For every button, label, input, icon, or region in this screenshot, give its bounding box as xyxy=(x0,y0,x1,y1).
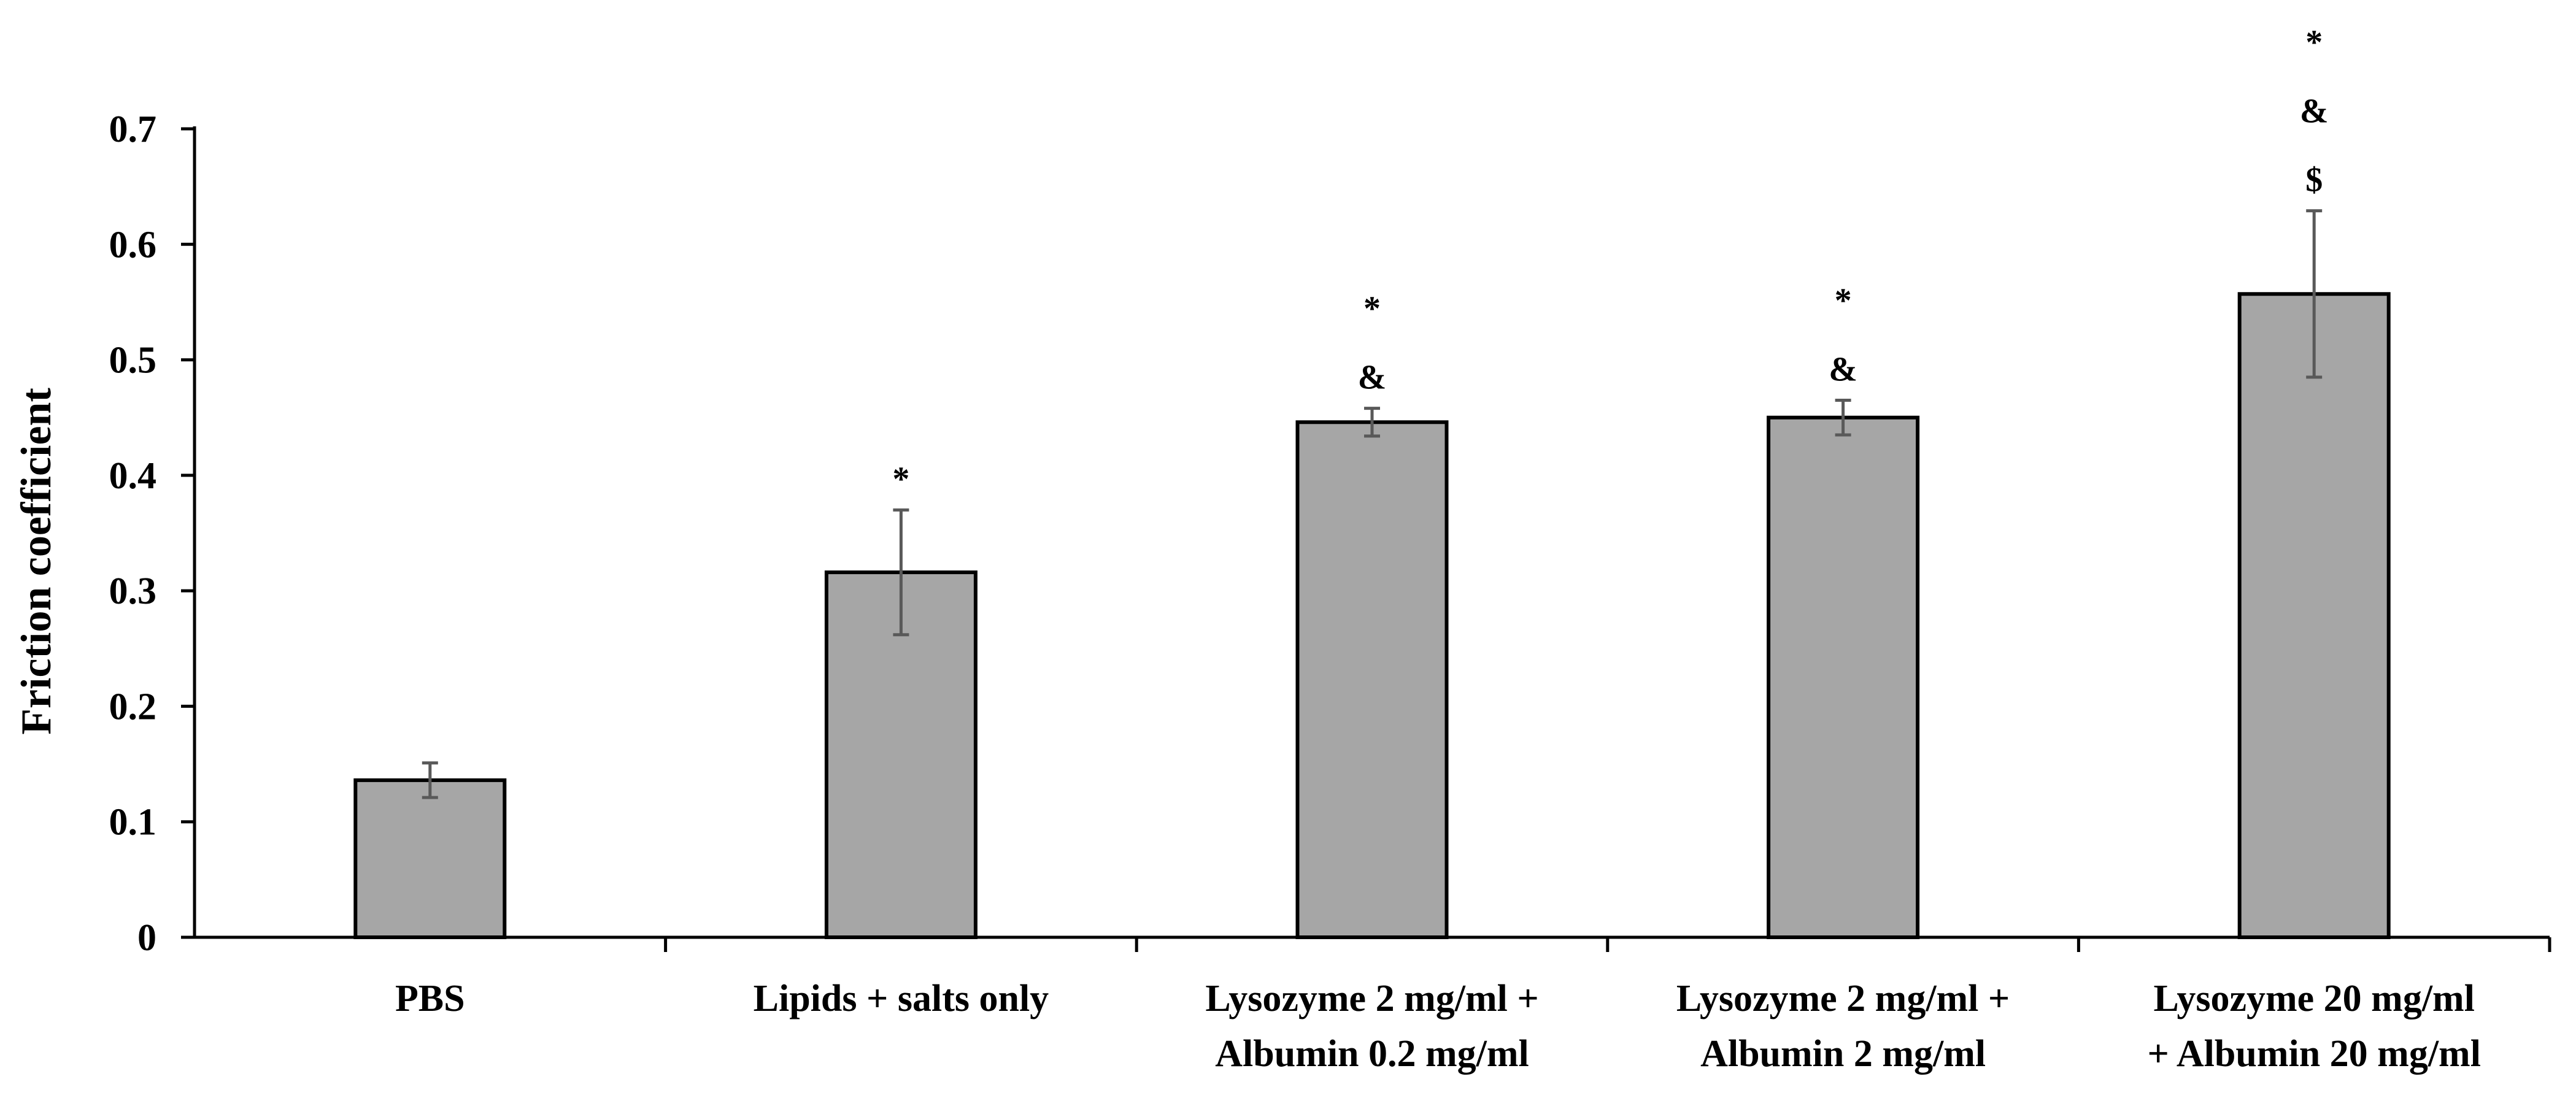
x-axis xyxy=(193,935,2551,952)
category-label: + Albumin 20 mg/ml xyxy=(2147,1033,2480,1075)
y-tick-label: 0.3 xyxy=(109,570,157,612)
y-tick-label: 0.6 xyxy=(109,224,157,266)
y-axis: 0 0.1 0.2 0.3 0.4 0.5 0.6 0.7 xyxy=(109,109,196,959)
bar xyxy=(2237,292,2391,940)
category-label: Albumin 2 mg/ml xyxy=(1700,1033,1986,1075)
category-labels: PBS Lipids + salts only Lysozyme 2 mg/ml +… xyxy=(395,978,2481,1075)
significance-marker: & xyxy=(1358,359,1387,397)
significance-marker: $ xyxy=(2305,161,2323,199)
bar xyxy=(353,778,507,939)
y-axis-title: Friction coefficient xyxy=(13,388,60,735)
significance-marker: * xyxy=(892,460,909,498)
error-bars xyxy=(422,209,2323,799)
bar xyxy=(1767,415,1920,939)
category-label: Lipids + salts only xyxy=(754,978,1049,1019)
y-tick-label: 0 xyxy=(137,917,156,959)
y-tick-label: 0.2 xyxy=(109,686,157,728)
category-label: Lysozyme 20 mg/ml xyxy=(2153,978,2475,1019)
y-tick-label: 0.1 xyxy=(109,802,157,843)
category-label: PBS xyxy=(395,978,465,1019)
y-tick-label: 0.7 xyxy=(109,109,157,150)
significance-marker: * xyxy=(2305,24,2323,62)
significance-marker: & xyxy=(2300,93,2329,131)
category-label: Lysozyme 2 mg/ml + xyxy=(1205,978,1538,1019)
bar xyxy=(1295,420,1449,939)
category-label: Lysozyme 2 mg/ml + xyxy=(1676,978,2010,1019)
bars xyxy=(353,292,2391,940)
significance-marker: * xyxy=(1835,282,1852,320)
y-tick-label: 0.5 xyxy=(109,340,157,382)
significance-markers: * * & * & * & $ xyxy=(892,24,2328,499)
significance-marker: * xyxy=(1363,290,1381,328)
y-tick-label: 0.4 xyxy=(109,455,157,497)
category-label: Albumin 0.2 mg/ml xyxy=(1215,1033,1529,1075)
significance-marker: & xyxy=(1829,350,1857,388)
